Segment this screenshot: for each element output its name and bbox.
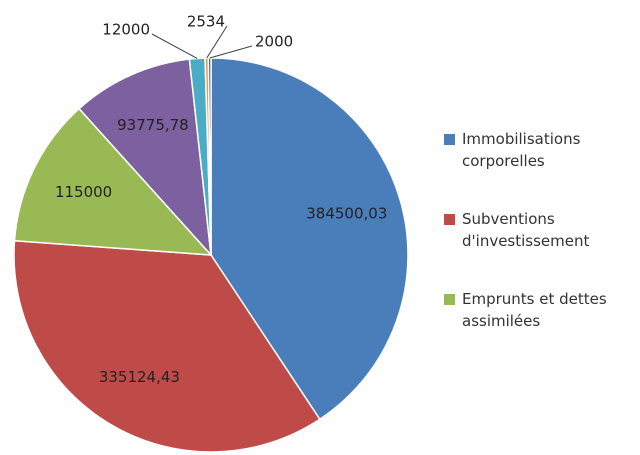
- legend-entry: Immobilisations corporelles: [440, 128, 635, 172]
- legend-swatch: [444, 294, 455, 305]
- pie-slice: [13, 107, 213, 256]
- pie-slice: [13, 239, 321, 453]
- legend-label: Immobilisations corporelles: [462, 130, 581, 170]
- legend-swatch: [444, 134, 455, 145]
- data-label: 384500,03: [306, 205, 387, 223]
- leader-line: [209, 45, 253, 59]
- legend: Immobilisations corporelles Subventions d…: [440, 128, 635, 368]
- legend-swatch: [444, 214, 455, 225]
- leader-line: [206, 25, 228, 59]
- data-label: 2000: [255, 33, 293, 51]
- data-label: 93775,78: [117, 116, 189, 134]
- leader-line: [151, 33, 198, 59]
- legend-entry: Subventions d'investissement: [440, 208, 635, 252]
- data-label: 115000: [55, 183, 112, 201]
- data-label: 2534: [187, 13, 225, 31]
- legend-label: Subventions d'investissement: [462, 210, 590, 250]
- pie-slice: [78, 58, 213, 258]
- legend-label: Emprunts et dettes assimilées: [462, 290, 607, 330]
- legend-entry: Emprunts et dettes assimilées: [440, 288, 635, 332]
- data-label: 12000: [102, 21, 150, 39]
- data-label: 335124,43: [99, 368, 180, 386]
